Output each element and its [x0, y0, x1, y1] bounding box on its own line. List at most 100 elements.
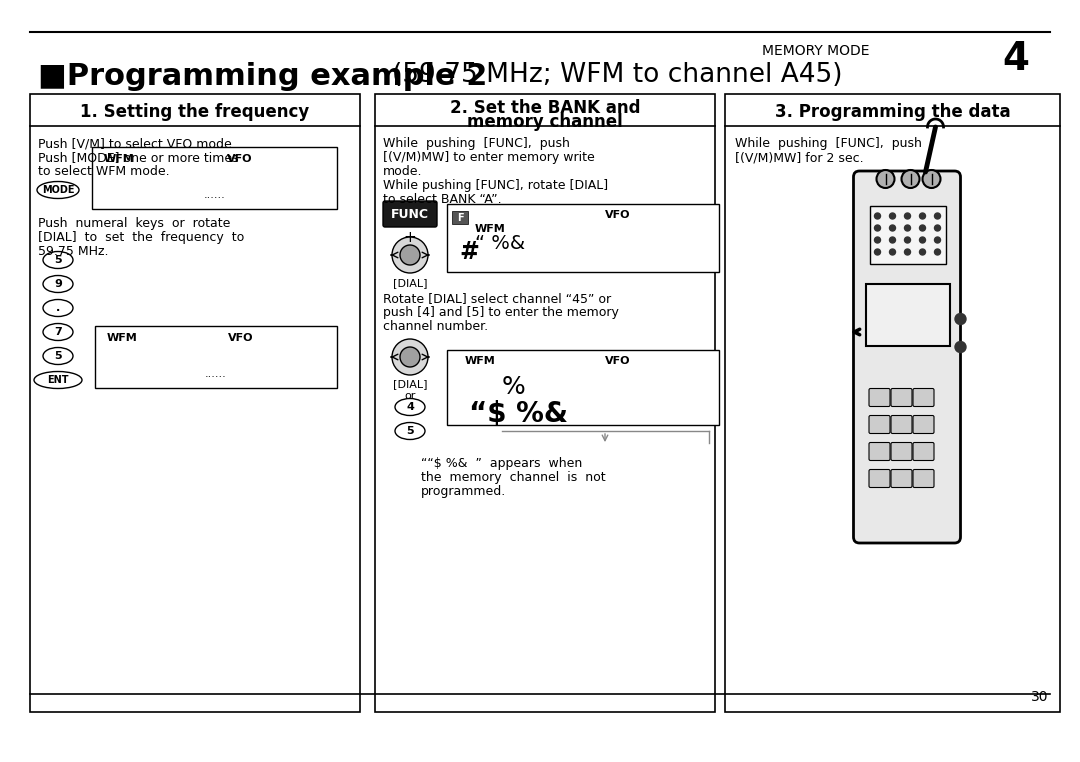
Ellipse shape	[43, 251, 73, 268]
Circle shape	[905, 225, 910, 231]
FancyBboxPatch shape	[869, 469, 890, 488]
Circle shape	[922, 170, 941, 188]
FancyBboxPatch shape	[869, 415, 890, 434]
Circle shape	[902, 170, 919, 188]
Circle shape	[934, 237, 941, 243]
Text: 4: 4	[406, 402, 414, 412]
Text: programmed.: programmed.	[421, 485, 507, 498]
Text: 2. Set the BANK and: 2. Set the BANK and	[449, 99, 640, 117]
Text: While pushing [FUNC], rotate [DIAL]: While pushing [FUNC], rotate [DIAL]	[383, 179, 608, 192]
Text: 5: 5	[54, 255, 62, 265]
Text: to select WFM mode.: to select WFM mode.	[38, 165, 170, 178]
FancyBboxPatch shape	[375, 94, 715, 712]
Text: Push [MODE] one or more times: Push [MODE] one or more times	[38, 151, 239, 164]
Text: Push [V/M] to select VFO mode.: Push [V/M] to select VFO mode.	[38, 137, 235, 150]
Text: [(V/M)MW] for 2 sec.: [(V/M)MW] for 2 sec.	[735, 151, 864, 164]
Circle shape	[875, 225, 880, 231]
FancyBboxPatch shape	[869, 389, 890, 406]
Text: to select BANK “A”.: to select BANK “A”.	[383, 193, 501, 206]
FancyBboxPatch shape	[447, 204, 719, 272]
Text: 5: 5	[54, 351, 62, 361]
FancyBboxPatch shape	[95, 326, 337, 388]
Ellipse shape	[43, 299, 73, 316]
Ellipse shape	[43, 324, 73, 341]
Text: Push  numeral  keys  or  rotate: Push numeral keys or rotate	[38, 217, 230, 230]
Circle shape	[875, 249, 880, 255]
Ellipse shape	[43, 347, 73, 364]
Text: VFO: VFO	[605, 210, 631, 220]
Text: or: or	[404, 391, 416, 401]
Circle shape	[392, 339, 428, 375]
Ellipse shape	[395, 399, 426, 415]
Circle shape	[400, 347, 420, 367]
Circle shape	[875, 213, 880, 219]
Circle shape	[392, 237, 428, 273]
Text: 7: 7	[54, 327, 62, 337]
Text: VFO: VFO	[605, 356, 631, 366]
Text: ““$ %&  ”  appears  when: ““$ %& ” appears when	[421, 457, 582, 470]
Text: ......: ......	[205, 369, 227, 379]
FancyBboxPatch shape	[891, 443, 912, 460]
FancyBboxPatch shape	[891, 389, 912, 406]
Text: %: %	[502, 375, 526, 399]
Text: MODE: MODE	[42, 185, 75, 195]
Text: ■Programming example 2: ■Programming example 2	[38, 62, 487, 91]
FancyBboxPatch shape	[891, 469, 912, 488]
Text: WFM: WFM	[104, 154, 135, 164]
Text: [DIAL]: [DIAL]	[393, 278, 428, 288]
Circle shape	[934, 249, 941, 255]
Text: 5: 5	[406, 426, 414, 436]
FancyBboxPatch shape	[92, 147, 337, 209]
Text: #: #	[459, 240, 478, 264]
Circle shape	[955, 341, 966, 353]
Text: 9: 9	[54, 279, 62, 289]
Text: push [4] and [5] to enter the memory: push [4] and [5] to enter the memory	[383, 306, 619, 319]
Text: VFO: VFO	[227, 154, 253, 164]
FancyBboxPatch shape	[891, 415, 912, 434]
Text: Rotate [DIAL] select channel “45” or: Rotate [DIAL] select channel “45” or	[383, 292, 611, 305]
FancyBboxPatch shape	[869, 206, 945, 264]
Circle shape	[934, 225, 941, 231]
Text: “$ %&: “$ %&	[469, 400, 568, 428]
Text: WFM: WFM	[475, 224, 505, 234]
FancyBboxPatch shape	[865, 284, 949, 346]
Text: F: F	[457, 213, 463, 223]
Circle shape	[877, 170, 894, 188]
Circle shape	[919, 249, 926, 255]
Text: 1. Setting the frequency: 1. Setting the frequency	[80, 103, 310, 121]
Text: 59.75 MHz.: 59.75 MHz.	[38, 245, 108, 258]
Text: .: .	[56, 303, 60, 313]
Text: FUNC: FUNC	[391, 207, 429, 220]
Text: While  pushing  [FUNC],  push: While pushing [FUNC], push	[383, 137, 570, 150]
FancyBboxPatch shape	[913, 415, 934, 434]
FancyBboxPatch shape	[853, 171, 960, 543]
Text: [(V/M)MW] to enter memory write: [(V/M)MW] to enter memory write	[383, 151, 595, 164]
Circle shape	[890, 249, 895, 255]
Text: memory channel: memory channel	[468, 113, 623, 131]
Text: (59.75 MHz; WFM to channel A45): (59.75 MHz; WFM to channel A45)	[392, 62, 842, 88]
Ellipse shape	[33, 372, 82, 389]
Text: mode.: mode.	[383, 165, 422, 178]
Text: +: +	[404, 230, 417, 245]
Circle shape	[905, 213, 910, 219]
FancyBboxPatch shape	[453, 211, 468, 224]
Text: WFM: WFM	[465, 356, 496, 366]
FancyBboxPatch shape	[725, 94, 1059, 712]
Circle shape	[890, 213, 895, 219]
Circle shape	[955, 313, 966, 325]
Text: “ %&: “ %&	[475, 234, 525, 253]
Text: [DIAL]: [DIAL]	[393, 379, 428, 389]
Ellipse shape	[37, 181, 79, 198]
Text: 30: 30	[1030, 690, 1048, 704]
FancyBboxPatch shape	[869, 443, 890, 460]
Text: WFM: WFM	[107, 333, 138, 343]
Circle shape	[905, 249, 910, 255]
Ellipse shape	[43, 276, 73, 293]
Text: 4: 4	[1002, 40, 1029, 78]
Text: [DIAL]  to  set  the  frequency  to: [DIAL] to set the frequency to	[38, 231, 244, 244]
FancyBboxPatch shape	[913, 389, 934, 406]
FancyBboxPatch shape	[447, 350, 719, 425]
Circle shape	[919, 237, 926, 243]
Circle shape	[875, 237, 880, 243]
Ellipse shape	[395, 422, 426, 440]
